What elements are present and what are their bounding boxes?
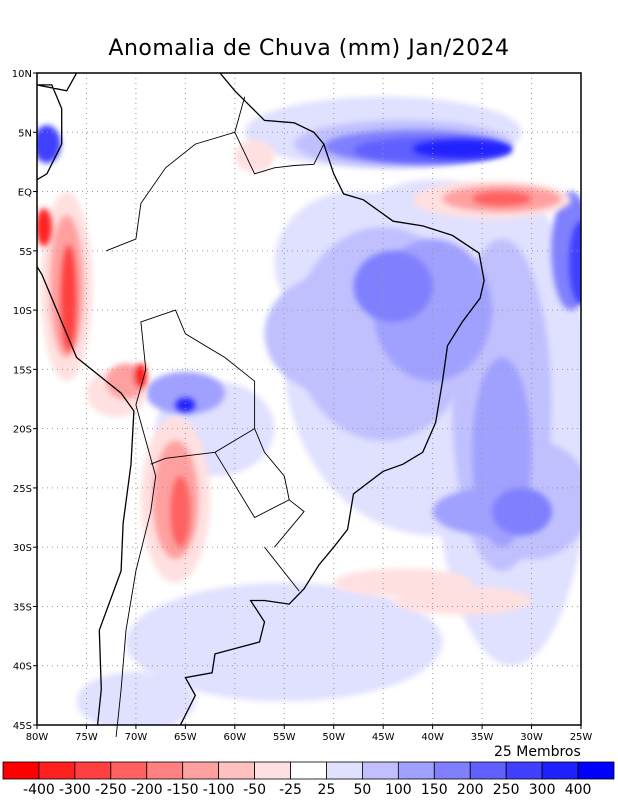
lat-tick-label: 40S [13,662,32,673]
colorbar-swatch [146,761,184,780]
lon-tick-label: 55W [273,732,296,743]
anomaly-contour [393,586,532,615]
colorbar-label: 400 [565,782,592,798]
country-border [115,404,157,737]
lon-tick-label: 40W [421,732,444,743]
colorbar-swatch [254,761,291,780]
lat-tick-label: 20S [13,425,32,436]
anomaly-contour [134,363,147,388]
coastline [37,73,485,725]
country-border [264,546,300,592]
lat-tick-label: 45S [13,721,32,732]
anomaly-contour [170,476,191,548]
country-border [234,132,325,175]
colorbar-label: 250 [493,782,520,798]
colorbar-label: 150 [421,782,448,798]
lat-tick-label: 35S [13,602,32,613]
colorbar-label: -150 [167,782,199,798]
anomaly-contour [76,671,196,725]
lon-tick-label: 30W [520,732,543,743]
colorbar-swatch [397,761,435,780]
colorbar-swatch [326,761,363,780]
country-border [106,96,246,252]
colorbar-label: -300 [59,782,91,798]
colorbar-label: 200 [457,782,484,798]
lon-tick-label: 50W [322,732,345,743]
colorbar-swatch [469,761,507,780]
anomaly-contour [353,250,433,322]
colorbar-label: -25 [279,782,302,798]
colorbar-swatch [110,761,148,780]
colorbar-label: 300 [529,782,556,798]
colorbar-label: -100 [203,782,235,798]
anomaly-contour [37,208,52,247]
lat-tick-label: 15S [13,365,32,376]
lon-tick-label: 60W [224,732,247,743]
anomaly-contour [175,397,196,413]
lon-tick-label: 65W [174,732,197,743]
lat-tick-label: 5S [19,247,32,258]
lon-tick-label: 80W [26,732,49,743]
lon-tick-label: 45W [372,732,395,743]
colorbar-swatch [182,761,220,780]
anomaly-contour [37,125,61,164]
colorbar-label: -400 [23,782,55,798]
members-label: 25 Membros [494,744,581,760]
lat-tick-label: 30S [13,543,32,554]
country-border [274,499,305,548]
anomaly-contour [234,139,275,173]
colorbar-swatch [362,761,399,780]
anomaly-contour [472,191,532,206]
colorbar-label: 50 [353,782,371,798]
country-border [214,428,290,519]
lat-tick-label: 10S [13,306,32,317]
lon-tick-label: 70W [125,732,148,743]
lon-tick-label: 75W [75,732,98,743]
colorbar-swatch [577,761,615,780]
map-title: Anomalia de Chuva (mm) Jan/2024 [108,36,510,61]
colorbar-swatch [2,761,40,780]
map-frame [36,72,582,726]
colorbar-label: 100 [385,782,412,798]
anomaly-contour [126,582,443,702]
lat-tick-label: 25S [13,484,32,495]
colorbar-swatch [541,761,579,780]
colorbar-swatch [218,761,255,780]
anomaly-contour [569,221,581,305]
lat-tick-label: 10N [12,69,32,80]
colorbar-swatch [74,761,112,780]
colorbar-swatch [38,761,76,780]
colorbar-label: 25 [318,782,336,798]
colorbar-swatch [433,761,471,780]
colorbar-label: -200 [131,782,163,798]
lon-tick-label: 25W [570,732,593,743]
lat-tick-label: EQ [18,188,32,199]
anomaly-contour [491,487,552,536]
country-border [135,309,256,465]
colorbar-swatch [290,761,327,780]
lat-tick-label: 5N [18,128,32,139]
colorbar-label: -250 [95,782,127,798]
lon-tick-label: 35W [471,732,494,743]
anomaly-contour [412,139,512,159]
colorbar-swatch [505,761,543,780]
anomaly-contour [60,244,77,352]
colorbar-label: -50 [243,782,266,798]
